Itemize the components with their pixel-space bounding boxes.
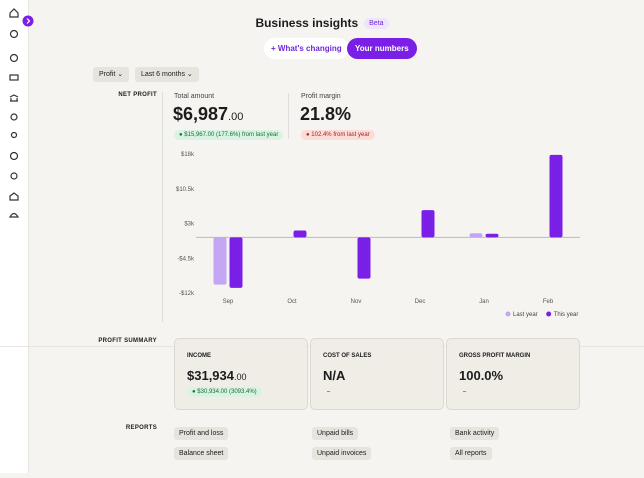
- y-tick-label: $18k: [181, 152, 195, 158]
- tab-active[interactable]: Your numbers: [347, 38, 417, 59]
- card-title: GROSS PROFIT MARGIN: [459, 353, 531, 359]
- bar: [293, 230, 307, 238]
- section-label: PROFIT SUMMARY: [98, 338, 157, 344]
- tab-label: What's changing: [277, 44, 342, 53]
- icon[interactable]: [10, 172, 18, 180]
- icon[interactable]: [9, 151, 19, 161]
- y-tick-label: $10.5k: [176, 187, 195, 193]
- bar: [229, 237, 243, 288]
- legend-swatch: [505, 311, 511, 317]
- change-text: $30,934.00 (3093.4%): [197, 389, 257, 395]
- x-tick-label: Dec: [415, 299, 426, 305]
- report-link[interactable]: Unpaid bills: [312, 427, 359, 440]
- sidebar: [0, 0, 29, 473]
- bar: [469, 233, 483, 238]
- card-title: COST OF SALES: [323, 353, 372, 359]
- x-tick-label: Jan: [479, 299, 489, 305]
- x-tick-label: Oct: [287, 299, 297, 305]
- metric-label: Profit margin: [301, 93, 341, 100]
- divider: [162, 92, 163, 322]
- bar: [357, 237, 371, 279]
- icon[interactable]: [9, 53, 19, 63]
- summary-card: GROSS PROFIT MARGIN 100.0%: [446, 338, 580, 410]
- icon[interactable]: [9, 74, 19, 81]
- page-title: Business insights Beta: [0, 16, 644, 30]
- amount: $31,934: [187, 368, 234, 383]
- x-tick-label: Sep: [223, 299, 234, 305]
- tab[interactable]: + What's changing: [264, 38, 349, 59]
- report-link[interactable]: Bank activity: [450, 427, 500, 440]
- x-tick-label: Feb: [543, 299, 554, 305]
- change-text: 102.4% from last year: [311, 132, 370, 138]
- metric-value: $6,987.00: [173, 104, 243, 125]
- bar: [549, 154, 563, 238]
- metric-value: 21.8%: [300, 104, 352, 124]
- bar: [421, 210, 435, 238]
- legend-label: This year: [554, 312, 579, 318]
- card-title: INCOME: [187, 353, 211, 359]
- change-badge: ● 102.4% from last year: [301, 130, 375, 140]
- icon[interactable]: [10, 131, 18, 139]
- y-tick-label: $3k: [184, 222, 195, 228]
- dropdown[interactable]: Profit ⌄: [93, 67, 130, 82]
- card-value: 100.0%: [459, 368, 504, 383]
- legend-swatch: [546, 311, 552, 317]
- card-value: $31,934.00: [187, 368, 247, 383]
- section-label: REPORTS: [125, 425, 157, 431]
- cents: .00: [228, 111, 244, 123]
- tab-label: Your numbers: [355, 44, 409, 53]
- bar: [213, 237, 227, 285]
- report-link[interactable]: All reports: [450, 447, 492, 460]
- y-tick-label: -$4.5k: [177, 256, 195, 262]
- beta-badge: Beta: [364, 18, 389, 30]
- metric-label: Total amount: [174, 93, 215, 100]
- amount: $6,987: [173, 104, 229, 124]
- summary-card: COST OF SALES N/A: [310, 338, 444, 410]
- change-text: $15,967.00 (177.6%) from last year: [184, 132, 279, 138]
- report-link[interactable]: Profit and loss: [174, 427, 229, 440]
- y-tick-label: -$12k: [179, 291, 195, 297]
- collapse-toggle[interactable]: [22, 15, 34, 27]
- cents: .00: [234, 372, 247, 382]
- icon[interactable]: [9, 192, 19, 201]
- report-link[interactable]: Unpaid invoices: [312, 447, 372, 460]
- chart: -$12k -$4.5k $3k $10.5k $18k Sep Oct Nov Dec Jan F…: [176, 152, 580, 318]
- legend-label: Last year: [513, 312, 538, 318]
- change-badge: ● $15,967.00 (177.6%) from last year: [174, 130, 284, 140]
- change-badge: ● $30,934.00 (3093.4%): [187, 387, 262, 397]
- title: Business insights: [255, 16, 359, 30]
- icon[interactable]: [10, 113, 18, 121]
- dropdown-label: Last 6 months: [141, 71, 185, 78]
- summary-card: INCOME $31,934.00 ● $30,934.00 (3093.4%): [174, 338, 308, 410]
- sidebar-icons: [8, 8, 20, 218]
- home-icon[interactable]: [9, 8, 19, 18]
- dash: [463, 391, 466, 392]
- dash: [327, 391, 330, 392]
- icon[interactable]: [8, 212, 20, 218]
- insights-icon[interactable]: [9, 29, 19, 39]
- report-link[interactable]: Balance sheet: [174, 447, 229, 460]
- section-label: NET PROFIT: [118, 92, 157, 98]
- x-tick-label: Nov: [351, 299, 362, 305]
- bar: [485, 233, 499, 238]
- dropdown-label: Profit: [99, 71, 116, 78]
- icon[interactable]: [9, 94, 19, 102]
- divider: [288, 93, 289, 139]
- card-value: N/A: [323, 368, 346, 383]
- dropdown[interactable]: Last 6 months ⌄: [135, 67, 199, 82]
